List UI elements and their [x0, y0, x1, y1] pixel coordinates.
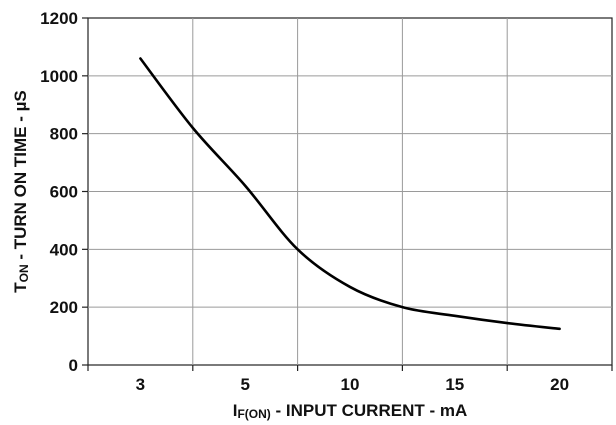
x-axis-symbol: I [233, 401, 238, 420]
y-tick-label: 0 [69, 356, 78, 375]
x-tick-label: 5 [240, 375, 249, 394]
series-layer [139, 57, 561, 331]
x-tick-label: 20 [550, 375, 569, 394]
series-line [139, 57, 561, 331]
x-tick-label: 3 [136, 375, 145, 394]
x-tick-label: 15 [445, 375, 464, 394]
x-axis-subscript: F(ON) [237, 407, 270, 421]
y-tick-label: 1000 [40, 67, 78, 86]
x-tick-label: 10 [341, 375, 360, 394]
y-tick-label: 400 [50, 240, 78, 259]
y-axis-title: TON - TURN ON TIME - µS [11, 90, 31, 293]
x-axis-label-text: - INPUT CURRENT - mA [271, 401, 467, 420]
y-tick-label: 800 [50, 125, 78, 144]
y-axis-symbol: T [11, 282, 30, 293]
y-axis-label-text: - TURN ON TIME - µS [11, 90, 30, 264]
grid [88, 18, 612, 365]
y-axis-subscript: ON [17, 264, 31, 282]
y-tick-label: 600 [50, 183, 78, 202]
x-axis-title: IF(ON) - INPUT CURRENT - mA [233, 401, 468, 421]
y-tick-label: 200 [50, 298, 78, 317]
ticks: 0 200 400 600 800 1000 1200 3 5 10 15 20 [40, 9, 613, 394]
y-tick-label: 1200 [40, 9, 78, 28]
